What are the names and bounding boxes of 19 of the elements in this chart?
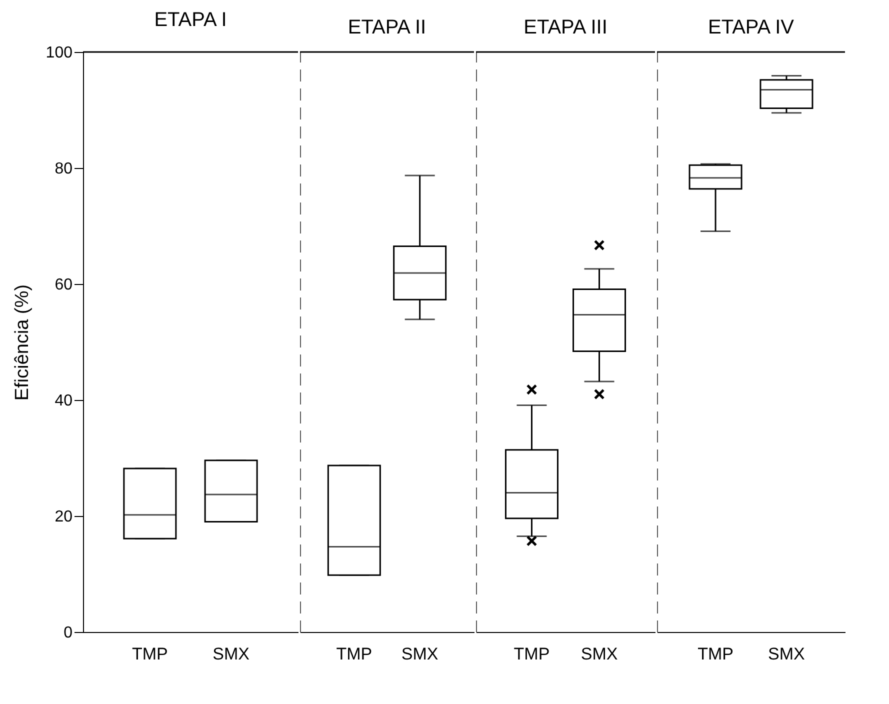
y-tick-label: 20 [54, 508, 73, 526]
x-tick-label: TMP [336, 644, 372, 664]
x-tick-label: SMX [768, 644, 805, 664]
chart-title: ETAPA II [348, 16, 426, 38]
x-tick-label: TMP [514, 644, 550, 664]
chart-title: ETAPA IV [708, 16, 795, 38]
x-tick-label: SMX [580, 644, 618, 664]
y-axis-title: Eficiência (%) [12, 284, 33, 401]
y-tick-label: 60 [54, 276, 73, 294]
x-tick-label: SMX [401, 644, 438, 664]
x-tick-label: TMP [132, 644, 168, 664]
chart-title: ETAPA III [524, 16, 608, 38]
y-tick-label: 40 [54, 392, 73, 410]
y-tick-label: 80 [54, 160, 73, 178]
y-tick-label: 100 [46, 44, 73, 62]
x-tick-label: SMX [212, 644, 250, 664]
y-tick-label: 0 [64, 624, 73, 642]
x-tick-label: TMP [698, 644, 734, 664]
chart-title: ETAPA I [154, 9, 227, 31]
